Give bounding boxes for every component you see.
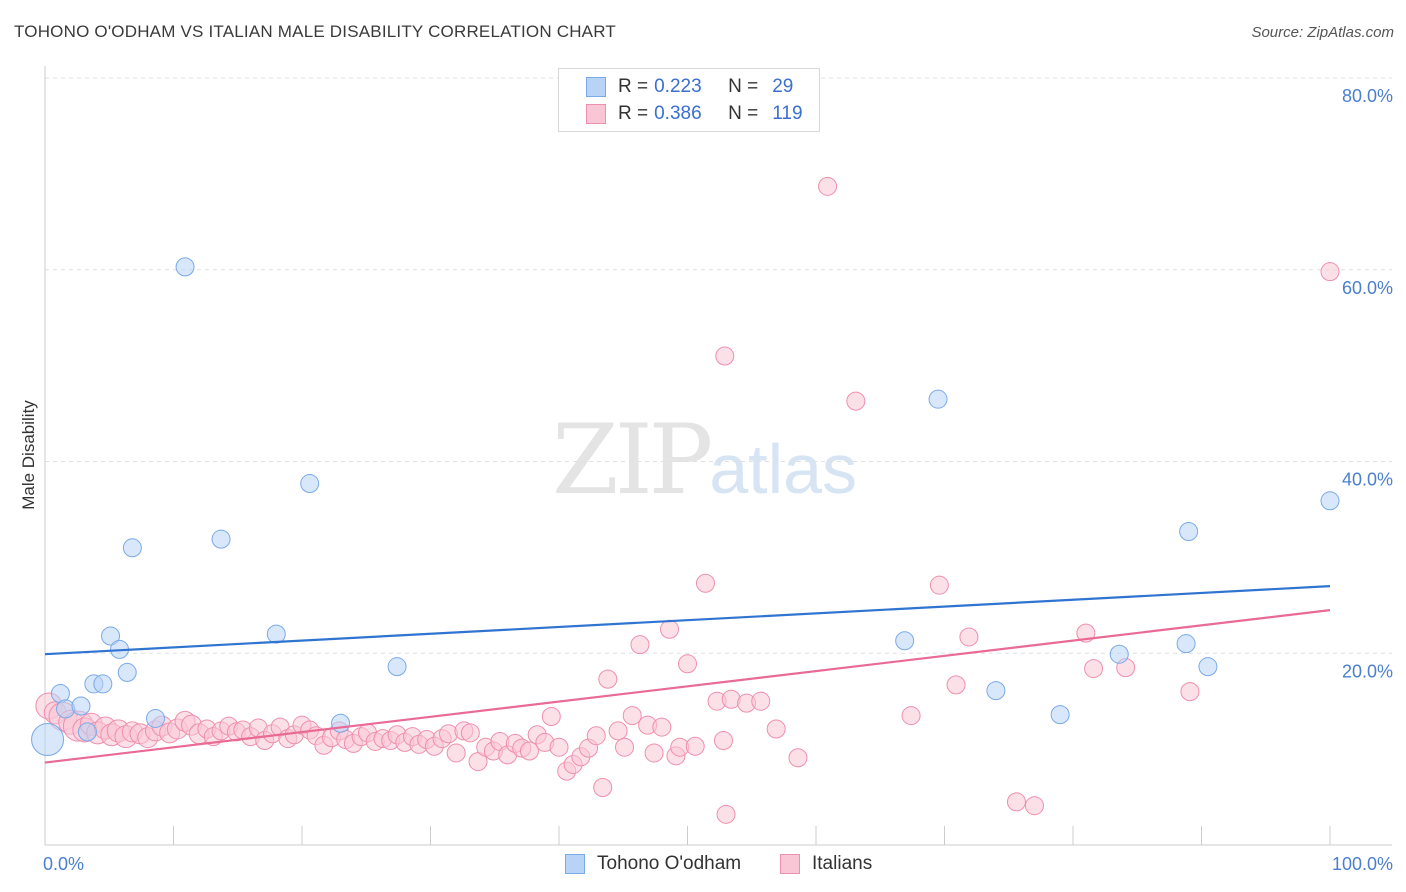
italians-point xyxy=(901,706,921,726)
italians-point xyxy=(1024,796,1044,816)
legend-r-value: 0.223 xyxy=(654,76,702,97)
bottom-legend-label: Italians xyxy=(812,853,873,874)
italians-point xyxy=(519,741,539,761)
y-axis-title: Male Disability xyxy=(19,400,38,510)
italians-point xyxy=(630,635,650,655)
italians-point xyxy=(1006,792,1026,812)
correlation-legend: R = 0.223 N = 29 R = 0.386 N = 119 xyxy=(558,68,820,132)
italians-point xyxy=(929,575,949,595)
italians-point xyxy=(946,675,966,695)
italians-point xyxy=(460,723,480,743)
italians-point xyxy=(593,777,613,797)
italians-trend-line xyxy=(44,609,1331,764)
italians-point xyxy=(959,627,979,647)
legend-row-tohono: R = 0.223 N = 29 xyxy=(559,74,793,100)
legend-r-value: 0.386 xyxy=(654,103,702,124)
tohono-point xyxy=(1109,644,1129,664)
tohono-point xyxy=(122,538,142,558)
legend-r-label: R = xyxy=(618,103,649,124)
source-label: Source: ZipAtlas.com xyxy=(1251,24,1394,41)
legend-n-label: N = xyxy=(728,76,759,97)
tohono-point xyxy=(1320,491,1340,511)
x-tick-label: 100.0% xyxy=(1332,854,1393,874)
bottom-swatch-blue xyxy=(565,854,585,874)
bottom-legend-italians[interactable]: Italians xyxy=(780,852,872,876)
tohono-points xyxy=(31,257,1340,757)
tohono-point xyxy=(1198,657,1218,677)
tohono-point xyxy=(146,708,166,728)
legend-row-italians: R = 0.386 N = 119 xyxy=(559,101,803,127)
bottom-swatch-pink xyxy=(780,854,800,874)
bottom-legend-label: Tohono O'odham xyxy=(597,853,742,874)
bottom-legend-tohono[interactable]: Tohono O'odham xyxy=(565,852,741,876)
legend-r-label: R = xyxy=(618,76,649,97)
tohono-point xyxy=(895,631,915,651)
italians-point xyxy=(446,743,466,763)
italians-point xyxy=(695,573,715,593)
italians-point xyxy=(541,707,561,727)
tohono-point xyxy=(266,624,286,644)
y-tick-label: 80.0% xyxy=(1342,86,1393,106)
tohono-point xyxy=(387,657,407,677)
y-tick-label: 20.0% xyxy=(1342,661,1393,681)
legend-n-value: 119 xyxy=(772,103,803,124)
italians-point xyxy=(716,804,736,824)
italians-point xyxy=(766,719,786,739)
italians-point xyxy=(715,346,735,366)
legend-swatch-pink xyxy=(586,104,606,124)
tohono-point xyxy=(56,699,76,719)
legend-n-label: N = xyxy=(728,103,759,124)
tohono-trend-line xyxy=(44,585,1331,656)
italians-point xyxy=(713,730,733,750)
italians-point xyxy=(586,726,606,746)
grid-lines xyxy=(45,77,1392,654)
watermark-zip: ZIP xyxy=(552,404,713,516)
italians-point xyxy=(751,691,771,711)
italians-point xyxy=(1320,262,1340,282)
legend-n-value: 29 xyxy=(772,76,794,97)
tohono-point xyxy=(1176,634,1196,654)
italians-point xyxy=(615,737,635,757)
tohono-point xyxy=(117,662,137,682)
italians-point xyxy=(598,669,618,689)
x-tick-label: 0.0% xyxy=(43,854,84,874)
italians-point xyxy=(1084,659,1104,679)
italians-point xyxy=(652,717,672,737)
tick-labels: 20.0% 40.0% 60.0% 80.0% 0.0% 100.0% Male Disab… xyxy=(19,86,1393,874)
tohono-point xyxy=(101,626,121,646)
tohono-point xyxy=(77,722,97,742)
italians-point xyxy=(549,737,569,757)
italians-point xyxy=(846,391,866,411)
tohono-point xyxy=(71,696,91,716)
italians-point xyxy=(608,721,628,741)
italians-point xyxy=(644,743,664,763)
tohono-point xyxy=(986,681,1006,701)
trend-lines xyxy=(44,585,1331,764)
italians-points xyxy=(35,176,1340,824)
italians-point xyxy=(788,748,808,768)
tohono-point xyxy=(1050,705,1070,725)
tohono-point xyxy=(31,723,65,757)
tohono-point xyxy=(331,713,351,733)
italians-point xyxy=(1180,682,1200,702)
italians-point xyxy=(438,724,458,744)
italians-point xyxy=(678,654,697,674)
y-tick-label: 40.0% xyxy=(1342,470,1393,490)
tohono-point xyxy=(1179,521,1199,541)
tohono-point xyxy=(175,257,195,277)
italians-point xyxy=(685,736,705,756)
legend-swatch-blue xyxy=(586,77,606,97)
italians-point xyxy=(818,176,838,196)
italians-point xyxy=(660,619,680,639)
watermark: ZIPatlas xyxy=(552,404,857,516)
italians-point xyxy=(622,706,642,726)
tohono-point xyxy=(211,529,231,549)
tohono-point xyxy=(300,474,320,494)
y-tick-label: 60.0% xyxy=(1342,278,1393,298)
tohono-point xyxy=(93,674,113,694)
tohono-point xyxy=(928,389,948,409)
watermark-atlas: atlas xyxy=(709,430,858,508)
chart-title: TOHONO O'ODHAM VS ITALIAN MALE DISABILIT… xyxy=(14,22,616,41)
